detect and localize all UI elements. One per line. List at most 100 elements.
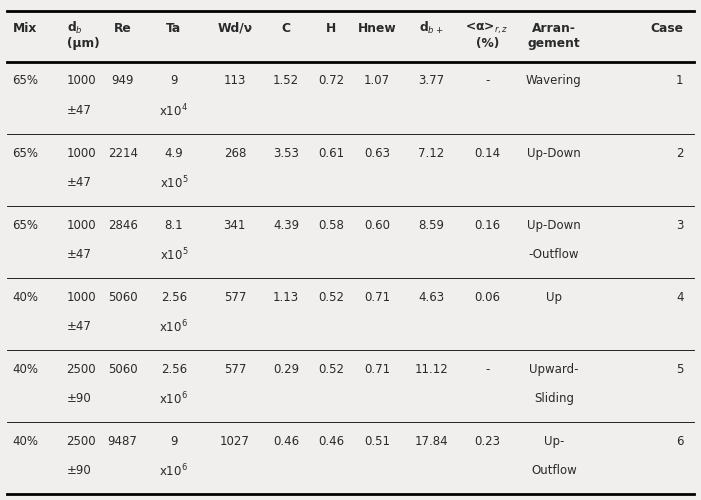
Text: 65%: 65% [13, 74, 39, 88]
Text: 0.51: 0.51 [364, 435, 390, 448]
Text: 5060: 5060 [108, 363, 137, 376]
Text: ±47: ±47 [67, 320, 91, 334]
Text: (%): (%) [475, 38, 499, 51]
Text: Upward-: Upward- [529, 363, 578, 376]
Text: ±47: ±47 [67, 176, 91, 189]
Text: ±90: ±90 [67, 392, 91, 406]
Text: 9: 9 [170, 74, 177, 88]
Text: <α>$_{r,z}$: <α>$_{r,z}$ [465, 20, 509, 36]
Text: (μm): (μm) [67, 38, 100, 51]
Text: 113: 113 [224, 74, 246, 88]
Text: 268: 268 [224, 146, 246, 160]
Text: 7.12: 7.12 [418, 146, 444, 160]
Text: 0.71: 0.71 [364, 363, 390, 376]
Text: 341: 341 [224, 218, 246, 232]
Text: 0.52: 0.52 [318, 363, 344, 376]
Text: 0.52: 0.52 [318, 290, 344, 304]
Text: C: C [282, 22, 290, 35]
Text: Arran-: Arran- [532, 22, 576, 35]
Text: Wavering: Wavering [526, 74, 582, 88]
Text: Mix: Mix [13, 22, 37, 35]
Text: 1000: 1000 [67, 218, 96, 232]
Text: 1.13: 1.13 [273, 290, 299, 304]
Text: 40%: 40% [13, 363, 39, 376]
Text: d$_{b+}$: d$_{b+}$ [419, 20, 443, 36]
Text: 0.46: 0.46 [273, 435, 299, 448]
Text: 8.59: 8.59 [418, 218, 444, 232]
Text: x10$^5$: x10$^5$ [160, 246, 188, 263]
Text: 1000: 1000 [67, 146, 96, 160]
Text: Case: Case [651, 22, 683, 35]
Text: x10$^6$: x10$^6$ [159, 390, 189, 407]
Text: 0.58: 0.58 [318, 218, 343, 232]
Text: 0.14: 0.14 [474, 146, 501, 160]
Text: 0.29: 0.29 [273, 363, 299, 376]
Text: 8.1: 8.1 [165, 218, 183, 232]
Text: 65%: 65% [13, 218, 39, 232]
Text: 0.71: 0.71 [364, 290, 390, 304]
Text: 0.06: 0.06 [474, 290, 501, 304]
Text: 0.46: 0.46 [318, 435, 344, 448]
Text: 2500: 2500 [67, 435, 96, 448]
Text: 577: 577 [224, 363, 246, 376]
Text: d$_b$: d$_b$ [67, 20, 83, 36]
Text: 5060: 5060 [108, 290, 137, 304]
Text: 9: 9 [170, 435, 177, 448]
Text: H: H [326, 22, 336, 35]
Text: 0.60: 0.60 [364, 218, 390, 232]
Text: 5: 5 [676, 363, 683, 376]
Text: x10$^6$: x10$^6$ [159, 318, 189, 335]
Text: 577: 577 [224, 290, 246, 304]
Text: 40%: 40% [13, 290, 39, 304]
Text: 1.07: 1.07 [364, 74, 390, 88]
Text: 2500: 2500 [67, 363, 96, 376]
Text: 2: 2 [676, 146, 683, 160]
Text: 4.9: 4.9 [165, 146, 183, 160]
Text: 4.63: 4.63 [418, 290, 444, 304]
Text: 17.84: 17.84 [414, 435, 448, 448]
Text: 3.77: 3.77 [418, 74, 444, 88]
Text: 2.56: 2.56 [161, 363, 187, 376]
Text: 0.61: 0.61 [318, 146, 344, 160]
Text: 65%: 65% [13, 146, 39, 160]
Text: ±47: ±47 [67, 104, 91, 117]
Text: 0.23: 0.23 [474, 435, 501, 448]
Text: -Outflow: -Outflow [529, 248, 579, 261]
Text: Up-Down: Up-Down [527, 146, 580, 160]
Text: 1000: 1000 [67, 74, 96, 88]
Text: x10$^6$: x10$^6$ [159, 462, 189, 479]
Text: 9487: 9487 [108, 435, 137, 448]
Text: 3: 3 [676, 218, 683, 232]
Text: 1000: 1000 [67, 290, 96, 304]
Text: Up: Up [546, 290, 562, 304]
Text: -: - [485, 74, 489, 88]
Text: Up-Down: Up-Down [527, 218, 580, 232]
Text: 2846: 2846 [108, 218, 137, 232]
Text: 3.53: 3.53 [273, 146, 299, 160]
Text: 0.16: 0.16 [474, 218, 501, 232]
Text: Outflow: Outflow [531, 464, 577, 477]
Text: -: - [485, 363, 489, 376]
Text: 2.56: 2.56 [161, 290, 187, 304]
Text: 6: 6 [676, 435, 683, 448]
Text: 1.52: 1.52 [273, 74, 299, 88]
Text: Hnew: Hnew [358, 22, 397, 35]
Text: Up-: Up- [543, 435, 564, 448]
Text: x10$^4$: x10$^4$ [159, 102, 189, 119]
Text: 40%: 40% [13, 435, 39, 448]
Text: x10$^5$: x10$^5$ [160, 174, 188, 191]
Text: 1027: 1027 [220, 435, 250, 448]
Text: Ta: Ta [166, 22, 182, 35]
Text: 2214: 2214 [108, 146, 137, 160]
Text: Wd/ν: Wd/ν [217, 22, 252, 35]
Text: 949: 949 [111, 74, 134, 88]
Text: ±90: ±90 [67, 464, 91, 477]
Text: 0.72: 0.72 [318, 74, 344, 88]
Text: 4.39: 4.39 [273, 218, 299, 232]
Text: gement: gement [527, 38, 580, 51]
Text: 0.63: 0.63 [364, 146, 390, 160]
Text: Sliding: Sliding [533, 392, 574, 406]
Text: ±47: ±47 [67, 248, 91, 261]
Text: 1: 1 [676, 74, 683, 88]
Text: 4: 4 [676, 290, 683, 304]
